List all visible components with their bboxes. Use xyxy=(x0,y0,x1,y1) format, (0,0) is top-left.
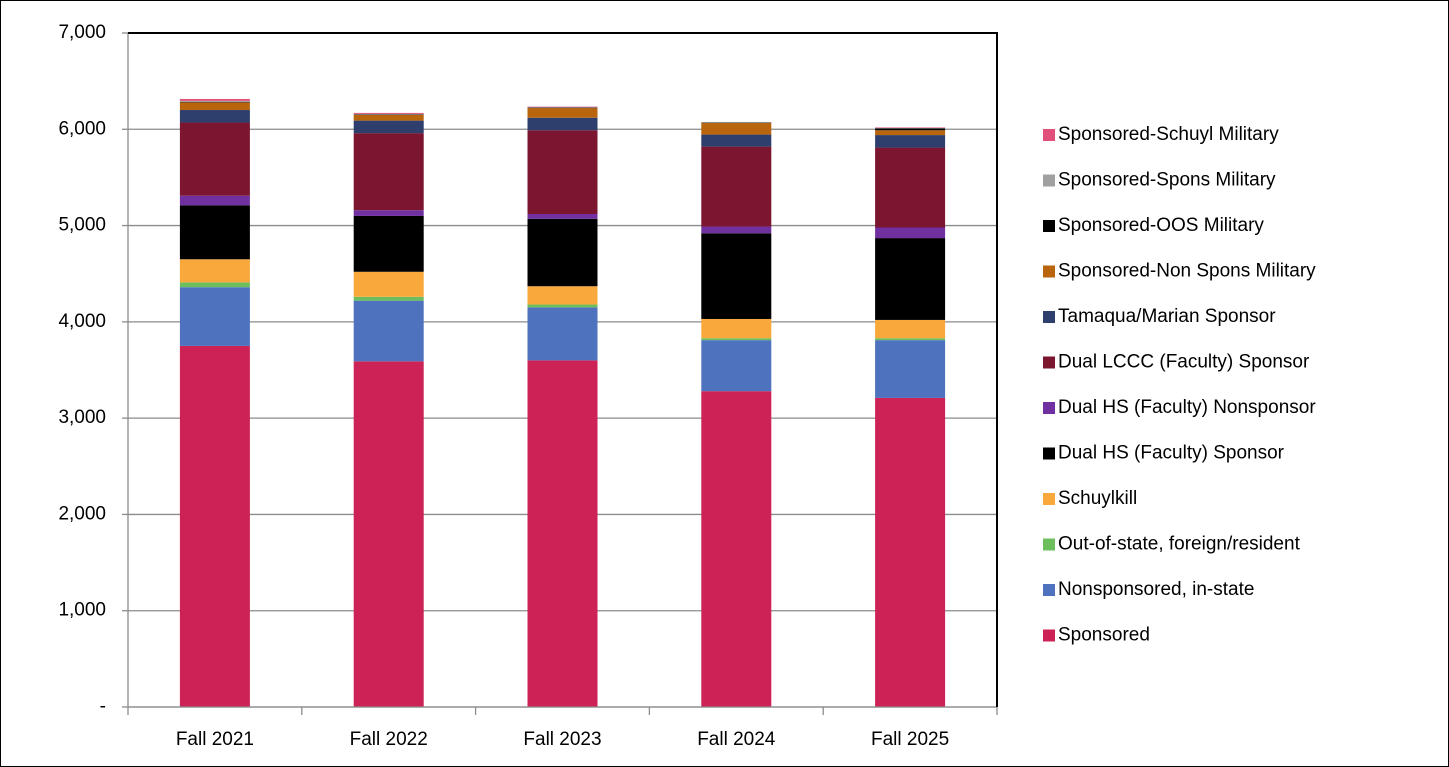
bar-segment xyxy=(353,271,424,297)
bar-segment xyxy=(179,345,250,707)
bar-segment xyxy=(353,361,424,707)
legend-swatch xyxy=(1043,402,1055,414)
bar-segment xyxy=(527,117,598,131)
legend-label: Sponsored-OOS Military xyxy=(1058,215,1264,236)
bar-segment xyxy=(701,318,772,339)
legend-swatch xyxy=(1043,356,1055,369)
bar-segment xyxy=(353,120,424,134)
bar-segment xyxy=(179,195,250,206)
bar-segment xyxy=(527,304,598,308)
bar-segment xyxy=(179,287,250,346)
bar-segment xyxy=(179,102,250,111)
y-tick-label: 3,000 xyxy=(58,407,106,428)
bar-segment xyxy=(875,147,946,228)
legend-label: Sponsored-Non Spons Military xyxy=(1058,261,1316,282)
legend-swatch xyxy=(1043,629,1055,642)
bar-segment xyxy=(701,146,772,227)
bar-segment xyxy=(875,238,946,320)
legend-label: Schuylkill xyxy=(1058,488,1137,509)
bar-segment xyxy=(875,397,946,707)
bar-segment xyxy=(527,218,598,287)
legend-label: Sponsored-Spons Military xyxy=(1058,170,1276,191)
bar-segment xyxy=(875,338,946,341)
bar-segment xyxy=(179,122,250,196)
y-tick-label: 2,000 xyxy=(58,503,106,524)
legend-swatch xyxy=(1043,584,1055,596)
legend-label: Dual HS (Faculty) Nonsponsor xyxy=(1058,397,1316,418)
legend-swatch xyxy=(1043,220,1055,232)
legend-swatch xyxy=(1043,538,1055,551)
bar-segment xyxy=(875,340,946,398)
bar-segment xyxy=(353,114,424,121)
bar-segment xyxy=(353,210,424,216)
bar-segment xyxy=(179,110,250,123)
bar-segment xyxy=(875,319,946,339)
bar-segment xyxy=(527,130,598,215)
legend-swatch xyxy=(1043,493,1055,505)
bar-segment xyxy=(353,296,424,301)
bar-segment xyxy=(701,391,772,707)
y-tick-label: 4,000 xyxy=(58,311,106,332)
bar-segment xyxy=(527,286,598,305)
bar-segment xyxy=(701,338,772,341)
legend-swatch xyxy=(1043,265,1055,278)
x-tick-label: Fall 2021 xyxy=(176,729,254,750)
bar-segment xyxy=(701,134,772,147)
x-tick-label: Fall 2022 xyxy=(350,729,428,750)
bar-segment xyxy=(527,214,598,219)
bar-segment xyxy=(701,123,772,135)
bar-segment xyxy=(701,233,772,319)
bar-segment xyxy=(179,205,250,260)
plot-border xyxy=(128,32,998,707)
bar-segment xyxy=(527,307,598,361)
bar-segment xyxy=(875,128,946,131)
legend-swatch xyxy=(1043,174,1055,187)
bar-segment xyxy=(179,259,250,283)
bar-segment xyxy=(353,215,424,272)
bar-segment xyxy=(353,300,424,362)
legend-label: Nonsponsored, in-state xyxy=(1058,579,1254,600)
bar-segment xyxy=(527,360,598,707)
y-tick-label: 5,000 xyxy=(58,215,106,236)
bar-segment xyxy=(875,130,946,136)
bar-segment xyxy=(875,227,946,239)
legend-label: Sponsored xyxy=(1058,625,1150,646)
y-tick-label: - xyxy=(100,696,106,717)
legend-label: Dual HS (Faculty) Sponsor xyxy=(1058,443,1285,464)
bar-segment xyxy=(179,100,250,102)
legend-label: Sponsored-Schuyl Military xyxy=(1058,124,1279,145)
y-tick-label: 6,000 xyxy=(58,118,106,139)
x-tick-label: Fall 2025 xyxy=(871,729,949,750)
bar-segment xyxy=(179,98,250,101)
bar-segment xyxy=(179,282,250,288)
bar-segment xyxy=(701,340,772,392)
legend-swatch xyxy=(1043,129,1055,141)
bar-segment xyxy=(875,135,946,148)
x-tick-label: Fall 2023 xyxy=(523,729,601,750)
y-tick-label: 1,000 xyxy=(58,600,106,621)
bar-segment xyxy=(353,133,424,211)
y-tick-label: 7,000 xyxy=(58,22,106,43)
bar-segment xyxy=(701,226,772,234)
legend-label: Dual LCCC (Faculty) Sponsor xyxy=(1058,352,1310,373)
bar-segment xyxy=(353,112,424,114)
legend-label: Out-of-state, foreign/resident xyxy=(1058,534,1301,555)
x-tick-label: Fall 2024 xyxy=(697,729,776,750)
legend-swatch xyxy=(1043,311,1055,323)
bar-segment xyxy=(527,108,598,118)
legend-label: Tamaqua/Marian Sponsor xyxy=(1058,306,1276,327)
legend-swatch xyxy=(1043,447,1055,460)
